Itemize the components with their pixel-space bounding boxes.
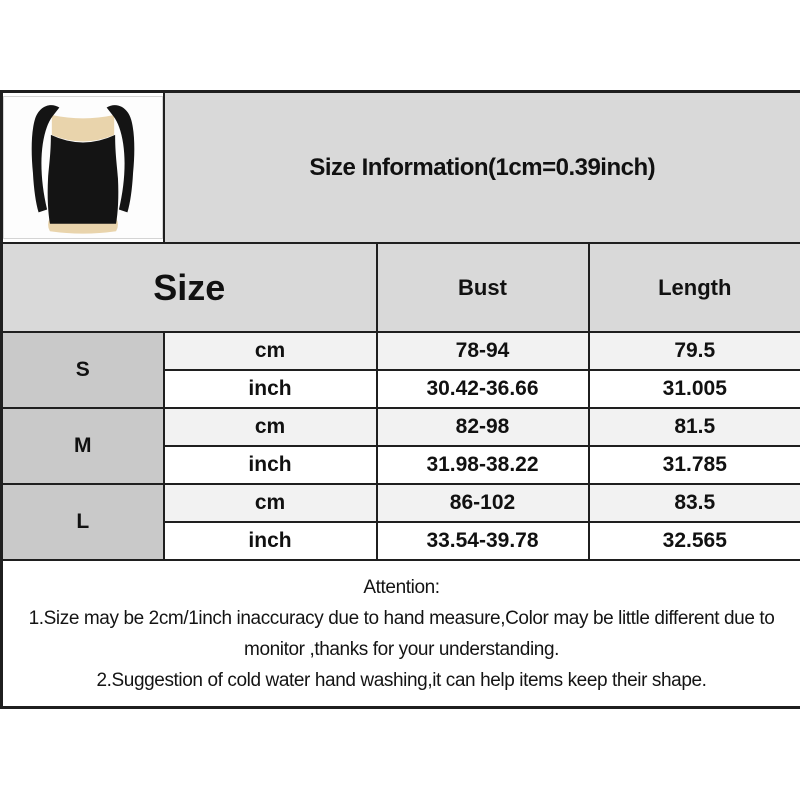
table-row-l-cm: L cm 86-102 83.5 xyxy=(0,483,800,561)
bust-value: 82-98 xyxy=(375,407,590,447)
attention-note-1: 1.Size may be 2cm/1inch inaccuracy due t… xyxy=(28,607,775,660)
column-header-bust: Bust xyxy=(375,242,590,333)
size-label-s: S xyxy=(0,331,165,409)
attention-heading: Attention: xyxy=(363,576,440,598)
size-label-l: L xyxy=(0,483,165,561)
bust-value: 86-102 xyxy=(375,483,590,523)
length-value: 79.5 xyxy=(587,331,800,371)
unit-label: cm xyxy=(162,407,378,447)
title-row: Size Information(1cm=0.39inch) xyxy=(0,90,800,244)
size-information-title: Size Information(1cm=0.39inch) xyxy=(162,90,800,244)
table-row-s-cm: S cm 78-94 79.5 xyxy=(0,331,800,409)
size-table: Size Information(1cm=0.39inch) Size Bust… xyxy=(0,90,800,709)
attention-row: Attention: 1.Size may be 2cm/1inch inacc… xyxy=(0,559,800,709)
dress-photo-icon xyxy=(31,105,135,234)
bust-value: 78-94 xyxy=(375,331,590,371)
attention-note-2: 2.Suggestion of cold water hand washing,… xyxy=(96,669,707,691)
dress-neckline-panel xyxy=(51,115,114,142)
size-information-sheet: Size Information(1cm=0.39inch) Size Bust… xyxy=(0,90,800,709)
unit-label: cm xyxy=(162,331,378,371)
table-row-l-inch: inch 33.54-39.78 32.565 xyxy=(2,521,800,561)
column-header-size: Size xyxy=(0,242,378,333)
unit-label: cm xyxy=(162,483,378,523)
length-value: 81.5 xyxy=(587,407,800,447)
table-row-m-inch: inch 31.98-38.22 31.785 xyxy=(2,445,800,485)
attention-cell: Attention: 1.Size may be 2cm/1inch inacc… xyxy=(0,559,800,709)
length-value: 31.785 xyxy=(587,445,800,485)
bust-value: 30.42-36.66 xyxy=(375,369,590,409)
bust-value: 31.98-38.22 xyxy=(375,445,590,485)
dress-body xyxy=(47,134,119,224)
product-photo-cell xyxy=(0,90,165,244)
unit-label: inch xyxy=(162,445,378,485)
length-value: 31.005 xyxy=(587,369,800,409)
table-row-s-inch: inch 30.42-36.66 31.005 xyxy=(2,369,800,409)
unit-label: inch xyxy=(162,369,378,409)
length-value: 32.565 xyxy=(587,521,800,561)
size-label-m: M xyxy=(0,407,165,485)
table-header-row: Size Bust Length xyxy=(0,242,800,333)
column-header-length: Length xyxy=(587,242,800,333)
table-row-m-cm: M cm 82-98 81.5 xyxy=(0,407,800,485)
unit-label: inch xyxy=(162,521,378,561)
dress-left-sleeve xyxy=(31,105,60,213)
product-photo-frame xyxy=(3,96,162,239)
length-value: 83.5 xyxy=(587,483,800,523)
dress-right-sleeve xyxy=(106,105,135,213)
bust-value: 33.54-39.78 xyxy=(375,521,590,561)
